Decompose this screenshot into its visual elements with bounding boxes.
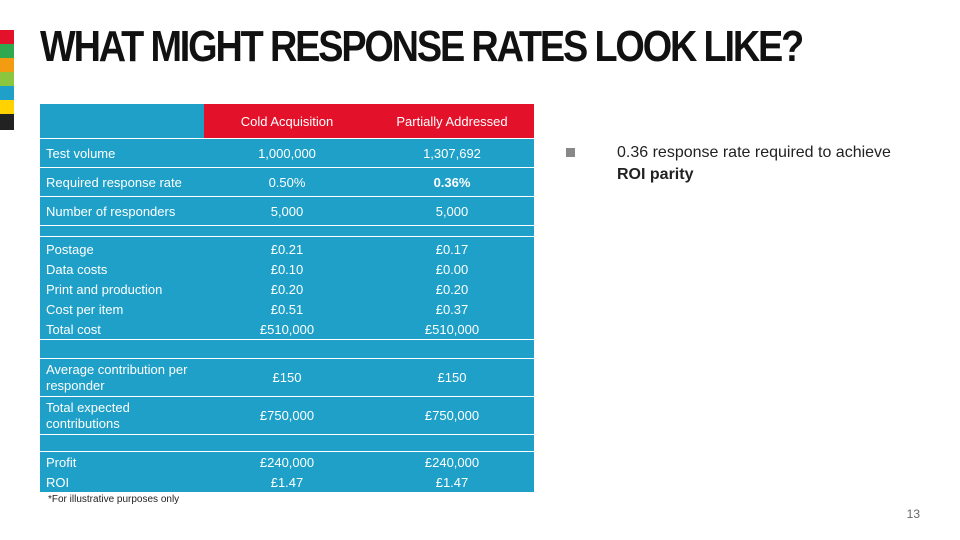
table-spacer-row [40,226,534,236]
profit-labels: Profit ROI [40,452,204,492]
accent-block-blue [0,86,14,100]
header-cold-acquisition: Cold Acquisition [240,113,334,129]
table-spacer-row [40,340,534,358]
cell-partial: 1,307,692 [423,145,481,161]
header-empty-cell [40,104,204,138]
cell-cold: £0.10 [270,262,304,277]
accent-block-black [0,114,14,130]
cell-cold: £240,000 [259,455,315,470]
row-label: Average contribution per responder [46,362,188,393]
cell-partial: £150 [437,370,467,385]
row-label: Total expected contributions [46,400,130,431]
row-label: Number of responders [46,203,176,219]
row-label-print-production: Print and production [46,282,163,297]
table-row-test-volume: Test volume 1,000,000 1,307,692 [40,139,534,167]
table-row-avg-contribution: Average contribution per responder £150 … [40,359,534,396]
cell-cold: £150 [272,370,302,385]
cell-partial: £1.47 [435,475,469,490]
cell-partial: £510,000 [424,322,480,337]
table-row-total-expected: Total expected contributions £750,000 £7… [40,397,534,434]
row-label-total-cost: Total cost [46,322,101,337]
table-row-profit: Profit ROI £240,000 £1.47 £240,000 £1.47 [40,452,534,492]
cell-partial: £0.00 [435,262,469,277]
profit-values-partial: £240,000 £1.47 [370,452,534,492]
cell-cold: £510,000 [259,322,315,337]
cell-partial: £750,000 [424,408,480,423]
page-title: WHAT MIGHT RESPONSE RATES LOOK LIKE? [40,22,804,71]
cell-cold: 1,000,000 [258,145,316,161]
cell-cold: £1.47 [270,475,304,490]
accent-block-lime [0,72,14,86]
cell-cold: £750,000 [259,408,315,423]
row-label-profit: Profit [46,455,77,470]
footnote: *For illustrative purposes only [48,494,180,505]
bullet-text: 0.36 response rate required to achieve R… [617,142,897,186]
table-row-costs: Postage Data costs Print and production … [40,237,534,339]
row-label-roi: ROI [46,475,70,490]
cell-cold: 5,000 [270,203,304,219]
row-label-cost-per-item: Cost per item [46,302,124,317]
cost-values-cold: £0.21 £0.10 £0.20 £0.51 £510,000 [204,237,370,339]
table-row-required-rate: Required response rate 0.50% 0.36% [40,168,534,196]
accent-block-yellow [0,100,14,114]
cell-cold: £0.21 [270,242,304,257]
profit-values-cold: £240,000 £1.47 [204,452,370,492]
row-label: Required response rate [46,174,182,190]
cost-labels: Postage Data costs Print and production … [40,237,204,339]
bullet-text-bold: ROI parity [617,166,694,183]
table-spacer-row [40,435,534,451]
cost-values-partial: £0.17 £0.00 £0.20 £0.37 £510,000 [370,237,534,339]
cell-partial: £0.20 [435,282,469,297]
cell-cold: 0.50% [268,174,306,190]
bullet-square-icon [566,148,575,157]
cell-cold: £0.20 [270,282,304,297]
cell-partial: 5,000 [435,203,469,219]
cell-partial-highlight: 0.36% [433,174,471,190]
row-label-postage: Postage [46,242,94,257]
cell-partial: £0.17 [435,242,469,257]
row-label-data-costs: Data costs [46,262,108,277]
header-partially-addressed: Partially Addressed [396,113,508,129]
accent-block-red [0,30,14,44]
accent-block-green [0,44,14,58]
cell-partial: £0.37 [435,302,469,317]
page-number: 13 [906,507,920,521]
accent-block-orange [0,58,14,72]
bullet-text-main: 0.36 response rate required to achieve [617,144,891,161]
row-label: Test volume [46,145,116,161]
table-header-row: Cold Acquisition Partially Addressed [40,104,534,138]
cell-cold: £0.51 [270,302,304,317]
cell-partial: £240,000 [424,455,480,470]
table-row-responders: Number of responders 5,000 5,000 [40,197,534,225]
